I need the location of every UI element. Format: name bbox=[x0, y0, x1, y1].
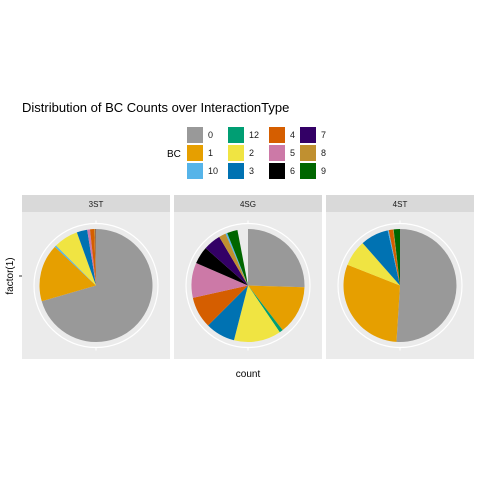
pie-slice-4ST-10 bbox=[387, 230, 400, 286]
legend-title: BC bbox=[167, 149, 181, 160]
facet-4ST: 4ST bbox=[326, 195, 474, 359]
pie-slice-4SG-9 bbox=[227, 230, 248, 286]
pie-slice-4ST-1 bbox=[343, 264, 400, 342]
facet-strip bbox=[326, 195, 474, 212]
facet-panels: 3ST 4SG 4ST bbox=[22, 195, 474, 359]
pie-slice-3ST-0 bbox=[41, 229, 153, 342]
pie-slice-4SG-5 bbox=[191, 263, 248, 298]
pie-slice-3ST-3 bbox=[76, 229, 96, 286]
pie-slice-4SG-6 bbox=[196, 248, 248, 286]
y-axis-label: factor(1) bbox=[5, 257, 16, 294]
legend-key-3 bbox=[228, 163, 244, 179]
pie-slice-4SG-8 bbox=[219, 233, 248, 286]
legend-key-8 bbox=[300, 145, 316, 161]
pie-slice-4SG-1 bbox=[248, 285, 305, 331]
legend-key-9 bbox=[300, 163, 316, 179]
pie-slice-4ST-4 bbox=[388, 229, 400, 286]
chart-title: Distribution of BC Counts over Interacti… bbox=[22, 100, 289, 115]
facet-strip bbox=[22, 195, 170, 212]
pie-slice-4ST-9 bbox=[393, 229, 400, 286]
pie-slice-4SG-7 bbox=[205, 236, 248, 286]
legend-label-5: 5 bbox=[290, 148, 295, 158]
pie-slice-4SG-3 bbox=[208, 285, 248, 341]
legend-label-0: 0 bbox=[208, 130, 213, 140]
pie-slice-4SG-12 bbox=[248, 285, 283, 333]
legend-key-5 bbox=[269, 145, 285, 161]
facet-strip-label: 4ST bbox=[393, 200, 408, 209]
pie-slice-4SG-4 bbox=[192, 285, 248, 326]
pie-slice-4ST-8 bbox=[392, 229, 400, 286]
y-axis: factor(1) bbox=[5, 257, 22, 295]
legend-label-2: 2 bbox=[249, 148, 254, 158]
legend-key-1 bbox=[187, 145, 203, 161]
legend-label-7: 7 bbox=[321, 130, 326, 140]
pie-slice-4ST-3 bbox=[362, 230, 400, 286]
pie-slice-3ST-2 bbox=[56, 232, 96, 286]
pie-slice-3ST-4 bbox=[89, 229, 96, 286]
pie-slice-3ST-8 bbox=[94, 229, 96, 286]
legend: BC 0 1 10 12 2 3 4 5 6 7 8 9 bbox=[167, 127, 326, 179]
pie-slice-3ST-5 bbox=[87, 229, 96, 286]
legend-label-12: 12 bbox=[249, 130, 259, 140]
x-axis-label: count bbox=[236, 369, 261, 380]
pie-slice-3ST-10 bbox=[54, 245, 96, 286]
facet-strip-label: 3ST bbox=[89, 200, 104, 209]
pie-slice-4SG-2 bbox=[233, 285, 280, 342]
facet-3ST: 3ST bbox=[22, 195, 170, 359]
legend-key-4 bbox=[269, 127, 285, 143]
pie-slice-4ST-0 bbox=[396, 229, 457, 342]
legend-key-2 bbox=[228, 145, 244, 161]
legend-key-12 bbox=[228, 127, 244, 143]
legend-label-6: 6 bbox=[290, 166, 295, 176]
pie-slice-3ST-1 bbox=[39, 246, 96, 302]
legend-key-7 bbox=[300, 127, 316, 143]
legend-key-6 bbox=[269, 163, 285, 179]
facet-strip bbox=[174, 195, 322, 212]
pie-slice-4SG-10 bbox=[225, 232, 248, 286]
legend-key-10 bbox=[187, 163, 203, 179]
legend-label-8: 8 bbox=[321, 148, 326, 158]
pie-slice-4SG-0 bbox=[248, 229, 305, 288]
legend-label-9: 9 bbox=[321, 166, 326, 176]
legend-label-3: 3 bbox=[249, 166, 254, 176]
facet-strip-label: 4SG bbox=[240, 200, 256, 209]
facet-4SG: 4SG bbox=[174, 195, 322, 359]
legend-label-4: 4 bbox=[290, 130, 295, 140]
legend-key-0 bbox=[187, 127, 203, 143]
pie-slice-4ST-2 bbox=[347, 243, 400, 286]
legend-label-10: 10 bbox=[208, 166, 218, 176]
legend-label-1: 1 bbox=[208, 148, 213, 158]
